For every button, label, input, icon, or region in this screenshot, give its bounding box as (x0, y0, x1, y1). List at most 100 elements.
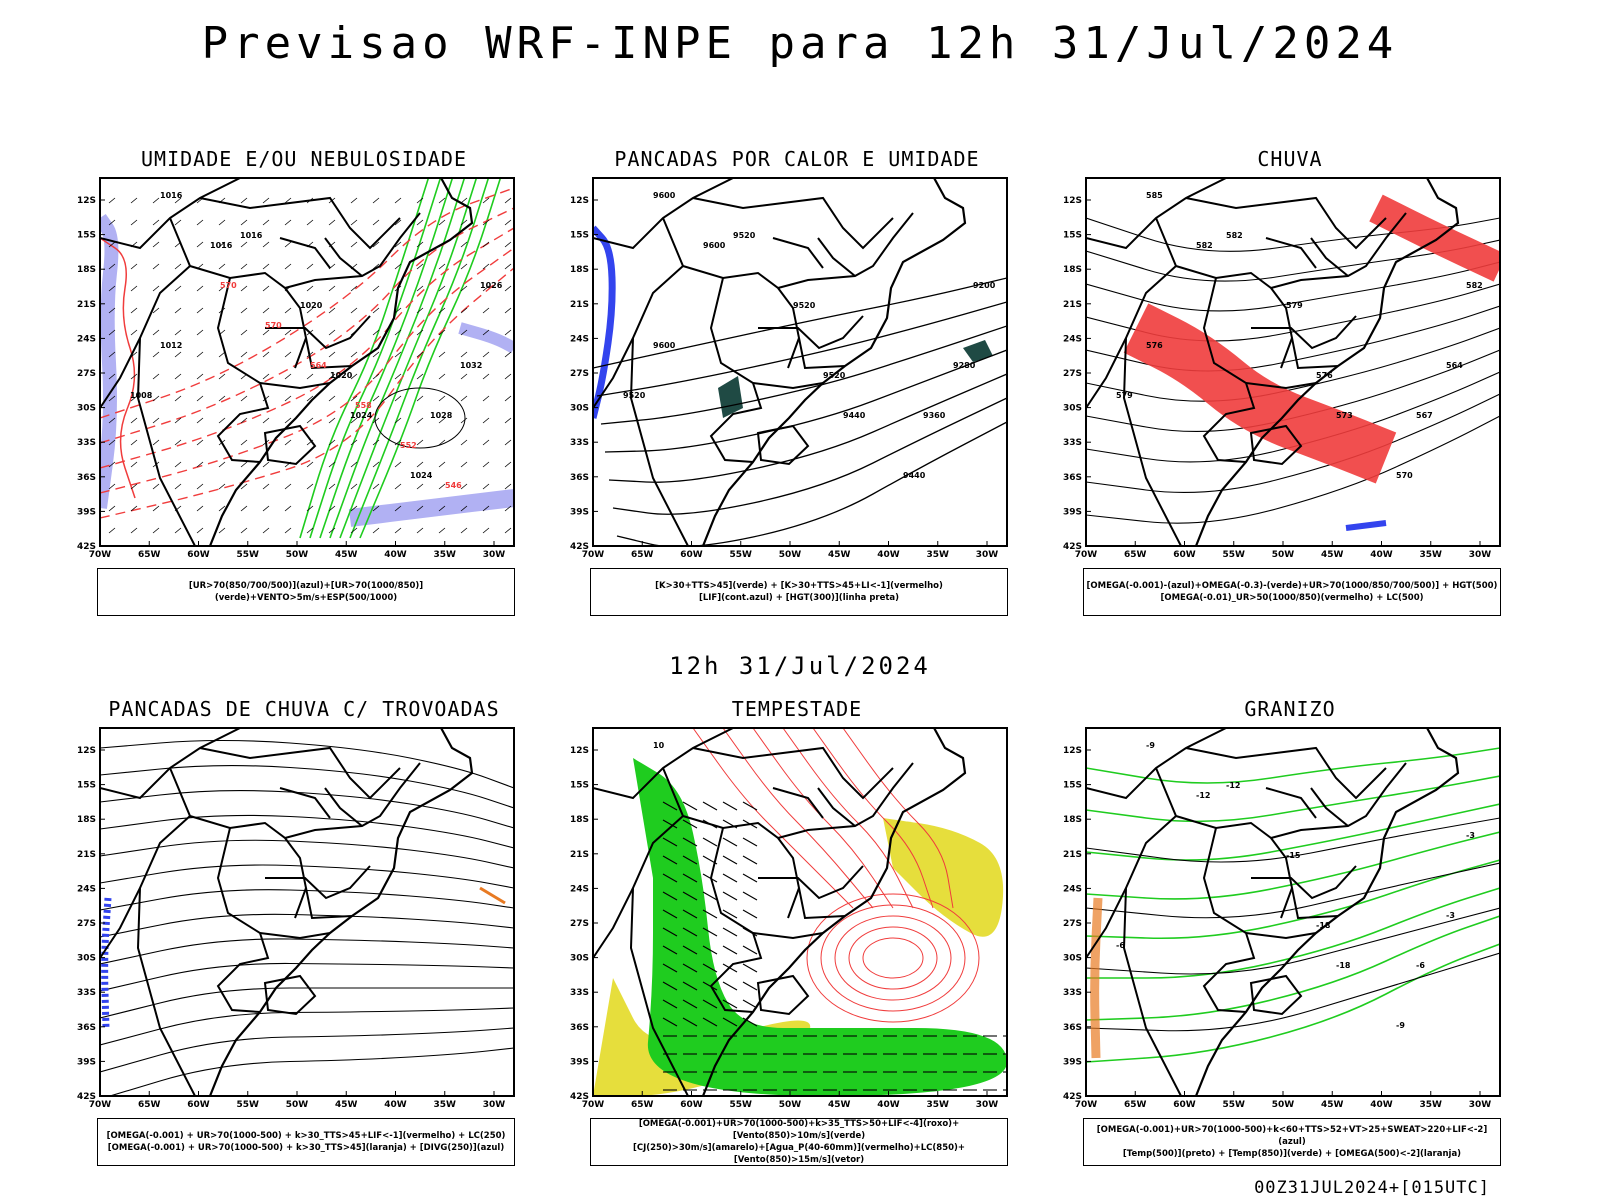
wind-vector (482, 263, 490, 270)
wind-vector (108, 439, 116, 446)
lon-tick-label: 50W (286, 550, 309, 560)
green-contour (309, 178, 442, 539)
wind-vector (240, 351, 248, 358)
wind-vector (416, 263, 424, 270)
lat-tick-label: 21S (1063, 850, 1082, 860)
contour-label: -3 (1446, 911, 1455, 920)
wind-vector (174, 395, 182, 402)
wind-vector (662, 801, 678, 811)
country-border (100, 337, 141, 409)
contour-label: -18 (1316, 921, 1331, 930)
hgt-contour (596, 301, 1007, 397)
wind-vector (328, 439, 336, 446)
wind-vector (504, 395, 512, 402)
wind-vector (262, 373, 270, 380)
country-border (1086, 887, 1127, 959)
contour-label: -3 (1466, 831, 1475, 840)
lon-tick-label: 60W (680, 1100, 703, 1110)
run-timestamp: 00Z31JUL2024+[015UTC] (1254, 1178, 1490, 1198)
legend-line: [OMEGA(-0.01)_UR>50(1000/850)(vermelho) … (1160, 593, 1424, 603)
country-border (817, 237, 856, 277)
lat-tick-label: 42S (77, 1092, 96, 1102)
lon-tick-label: 65W (138, 550, 161, 560)
wind-vector (482, 285, 490, 292)
contour-label: -9 (1396, 1021, 1405, 1030)
streamline (100, 962, 514, 992)
wind-vector (682, 837, 698, 847)
wind-vector (682, 981, 698, 991)
country-border (1185, 746, 1387, 800)
wind-vector (284, 329, 292, 336)
wind-vector (350, 197, 358, 204)
country-border (259, 382, 331, 390)
coastline (208, 178, 474, 546)
lon-tick-label: 60W (187, 1100, 210, 1110)
wind-vector (240, 439, 248, 446)
wind-vector (284, 307, 292, 314)
wind-vector (482, 483, 490, 490)
wind-vector (328, 373, 336, 380)
wind-vector (196, 219, 204, 226)
wind-vector (438, 461, 446, 468)
streamline (100, 864, 514, 889)
legend-line: [OMEGA(-0.001) + UR>70(1000-500) + k>30_… (107, 1143, 505, 1153)
lon-tick-label: 65W (631, 1100, 654, 1110)
wind-vector (284, 241, 292, 248)
lat-tick-label: 18S (77, 815, 96, 825)
wind-vector (130, 527, 138, 534)
wind-vector (662, 963, 678, 973)
wind-vector (722, 837, 738, 847)
lon-tick-label: 55W (237, 550, 260, 560)
country-border (758, 865, 864, 900)
lon-tick-label: 40W (1370, 1100, 1393, 1110)
lon-tick-label: 50W (1272, 1100, 1295, 1110)
wind-vector (438, 197, 446, 204)
wind-vector (504, 351, 512, 358)
map-frame (592, 727, 1008, 1097)
wind-vector (722, 999, 738, 1009)
wind-vector (196, 329, 204, 336)
lat-tick-label: 24S (77, 884, 96, 894)
wind-vector (306, 417, 314, 424)
streamline (100, 1027, 514, 1073)
lc-contour (834, 915, 952, 1001)
wind-vector (174, 461, 182, 468)
wind-vector (482, 395, 490, 402)
hgt-contour (600, 325, 1007, 425)
wind-vector (284, 483, 292, 490)
wind-vector (460, 351, 468, 358)
map-frame-bg (100, 728, 514, 1096)
humidity-shade (348, 489, 514, 527)
wind-vector (152, 329, 160, 336)
country-border (169, 217, 308, 369)
rain-shade (1369, 194, 1500, 282)
wind-vector (438, 285, 446, 292)
legend-line: [OMEGA(-0.001)+UR>70(1000-500)+k<60+TTS>… (1096, 1125, 1488, 1147)
temp850-contour (1086, 915, 1500, 1021)
contour-label: 582 (1466, 281, 1483, 290)
wind-vector (372, 219, 380, 226)
wind-vector (240, 263, 248, 270)
contour-label: 570 (1396, 471, 1413, 480)
wind-vector (218, 373, 226, 380)
wind-vector (306, 505, 314, 512)
lon-tick-label: 45W (1321, 1100, 1344, 1110)
lon-tick-label: 30W (483, 1100, 506, 1110)
wind-vector (742, 855, 758, 865)
wind-vector (702, 909, 718, 919)
wind-vector (328, 329, 336, 336)
wind-vector (482, 219, 490, 226)
panel-title-tempestade: TEMPESTADE (731, 697, 863, 721)
wind-vector (108, 241, 116, 248)
lon-tick-label: 45W (828, 550, 851, 560)
temp850-contour (1086, 803, 1500, 861)
hgt-contour (612, 397, 1007, 515)
lagoa-dos-patos (263, 424, 317, 466)
lat-tick-label: 30S (570, 404, 589, 414)
wind-vector (350, 527, 358, 534)
streamline (1086, 305, 1500, 372)
green-contour (359, 178, 502, 539)
lon-tick-label: 45W (1321, 550, 1344, 560)
